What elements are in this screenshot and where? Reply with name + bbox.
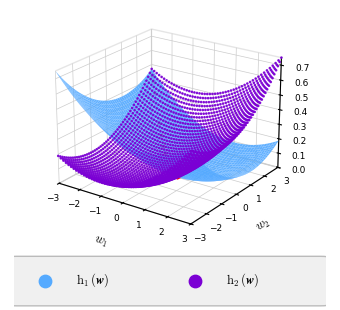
Text: $\mathrm{h}_2\,(\boldsymbol{w})$: $\mathrm{h}_2\,(\boldsymbol{w})$ — [226, 272, 260, 290]
Text: $\mathrm{h}_1\,(\boldsymbol{w})$: $\mathrm{h}_1\,(\boldsymbol{w})$ — [76, 272, 109, 290]
X-axis label: $w_1$: $w_1$ — [92, 233, 109, 250]
Y-axis label: $w_2$: $w_2$ — [254, 216, 274, 235]
Point — [192, 278, 198, 283]
FancyBboxPatch shape — [7, 256, 329, 306]
Point — [42, 278, 48, 283]
